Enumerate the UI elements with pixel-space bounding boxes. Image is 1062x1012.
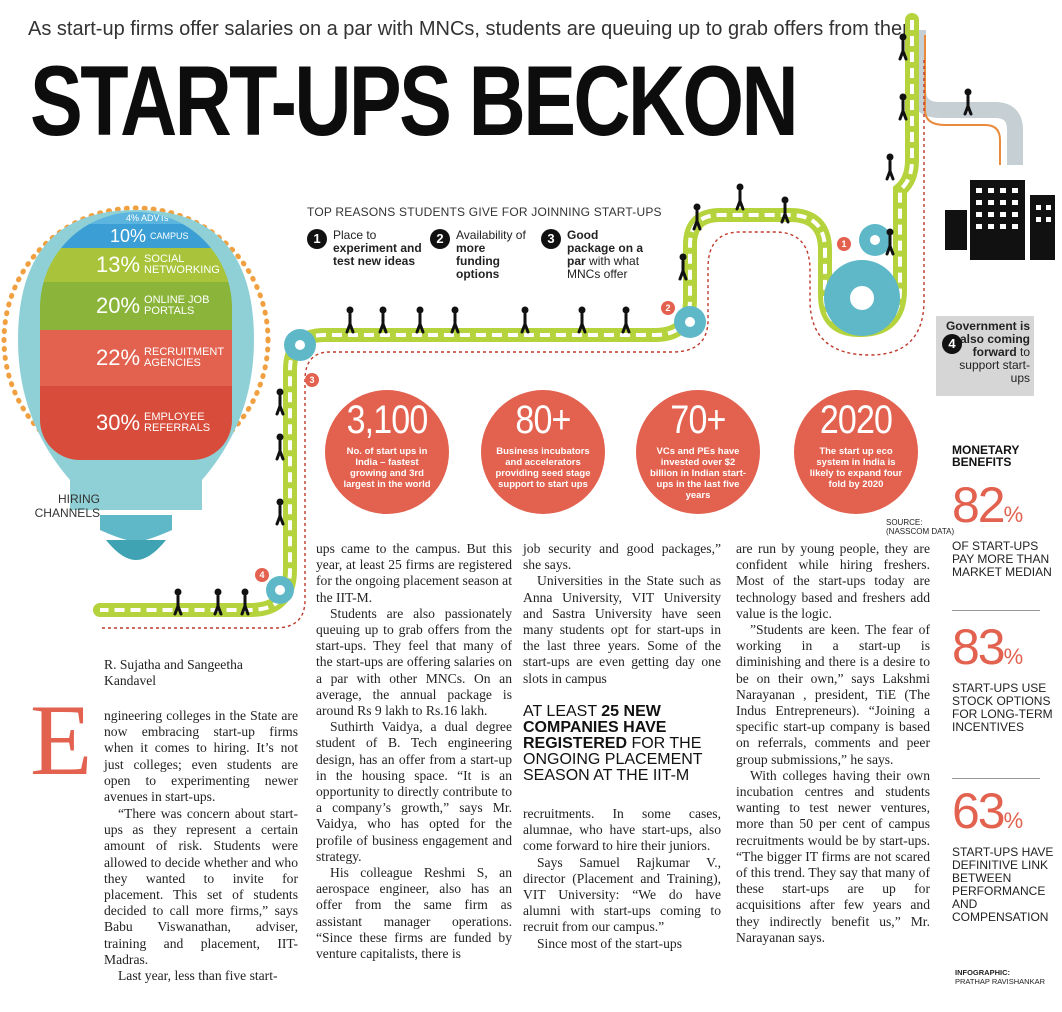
article-column-4: are run by young people, they are confid… — [736, 541, 930, 946]
monetary-item-2: 83% START-UPS USE STOCK OPTIONS FOR LONG… — [952, 619, 1053, 734]
bulb-segment-agencies: 22% RECRUITMENT AGENCIES — [40, 330, 232, 386]
paragraph: ”Students are keen. The fear of working … — [736, 622, 930, 767]
paragraph: ups came to the campus. But this year, a… — [316, 541, 512, 605]
stat-incubators: 80+ Business incubators and accelerators… — [481, 390, 605, 514]
pullquote: AT LEAST 25 NEW COMPANIES HAVE REGISTERE… — [523, 703, 703, 784]
monetary-item-1: 82% OF START-UPS PAY MORE THAN MARKET ME… — [952, 477, 1052, 579]
bulb-caption: HIRING CHANNELS — [34, 492, 100, 520]
reason-number: 3 — [541, 229, 561, 249]
paragraph: Last year, less than five start- — [118, 968, 278, 984]
article-column-3b: recruitments. In some cases, alumnae, wh… — [523, 806, 721, 952]
credit: INFOGRAPHIC: PRATHAP RAVISHANKAR — [955, 968, 1046, 986]
paragraph: Suthirth Vaidya, a dual degree student o… — [316, 719, 512, 864]
bulb-segment-referrals: 30% EMPLOYEE REFERRALS — [40, 386, 232, 460]
red-dotted-path — [100, 60, 925, 629]
reason-3: 3 Good package on a par with what MNCs o… — [541, 229, 647, 281]
article-column-2: ups came to the campus. But this year, a… — [316, 541, 512, 962]
paragraph: Universities in the State such as Anna U… — [523, 573, 721, 686]
paragraph: are run by young people, they are confid… — [736, 541, 930, 621]
divider — [952, 610, 1040, 611]
bulb-segment-online: 20% ONLINE JOB PORTALS — [40, 282, 232, 330]
article-column-3: job security and good packages,” she say… — [523, 541, 721, 687]
reason-number: 2 — [430, 229, 450, 249]
source-note: SOURCE: (NASSCOM DATA) — [886, 518, 955, 536]
reason-1: 1 Place to experiment and test new ideas — [307, 229, 423, 268]
paragraph: “There was concern about start-ups as th… — [104, 806, 298, 967]
buildings-icon — [945, 180, 1055, 260]
article-column-1: ngineering colleges in the State are now… — [104, 708, 298, 805]
paragraph: Students are also passionately queuing u… — [316, 605, 512, 719]
divider — [952, 778, 1040, 779]
stat-2020: 2020 The start up eco system in India is… — [794, 390, 918, 514]
people-icons — [173, 33, 973, 616]
path-marker: 4 — [259, 570, 264, 580]
paragraph: With colleges having their own incubatio… — [736, 767, 930, 945]
path-marker: 2 — [665, 303, 670, 313]
stat-startups: 3,100 No. of start ups in India – fastes… — [325, 390, 449, 514]
stat-investors: 70+ VCs and PEs have invested over $2 bi… — [636, 390, 760, 514]
government-note: 4 Government is also coming forward to s… — [936, 316, 1034, 396]
subtitle: As start-up firms offer salaries on a pa… — [28, 18, 919, 40]
paragraph: job security and good packages,” she say… — [523, 541, 721, 573]
reasons-title: TOP REASONS STUDENTS GIVE FOR JOINNING S… — [307, 205, 662, 219]
orange-pipe-line — [924, 35, 1001, 165]
path-marker: 3 — [309, 375, 314, 385]
gov-number: 4 — [942, 334, 962, 354]
path-marker: 1 — [841, 239, 846, 249]
bulb-segment-social: 13% SOCIAL NETWORKING — [40, 248, 232, 282]
monetary-item-3: 63% START-UPS HAVE DEFINITIVE LINK BETWE… — [952, 783, 1054, 924]
paragraph: His colleague Reshmi S, an aerospace eng… — [316, 865, 512, 962]
bulb-cap — [100, 515, 172, 542]
bulb-fill: 4% ADVTs 10% CAMPUS 13% SOCIAL NETWORKING … — [40, 212, 232, 460]
paragraph: Since most of the start-ups — [537, 935, 682, 951]
reason-2: 2 Availability of more funding options — [430, 229, 530, 281]
paragraph: ngineering colleges in the State are now… — [104, 708, 298, 805]
dropcap: E — [30, 684, 93, 797]
paragraph: recruitments. In some cases, alumnae, wh… — [523, 806, 721, 854]
article-column-1b: “There was concern about start-ups as th… — [104, 806, 298, 984]
byline: R. Sujatha and Sangeetha Kandavel — [104, 657, 243, 689]
monetary-title: MONETARY BENEFITS — [952, 443, 1020, 469]
reason-number: 1 — [307, 229, 327, 249]
headline: START-UPS BECKON — [30, 46, 799, 157]
paragraph: Says Samuel Rajkumar V., director (Place… — [523, 854, 721, 935]
